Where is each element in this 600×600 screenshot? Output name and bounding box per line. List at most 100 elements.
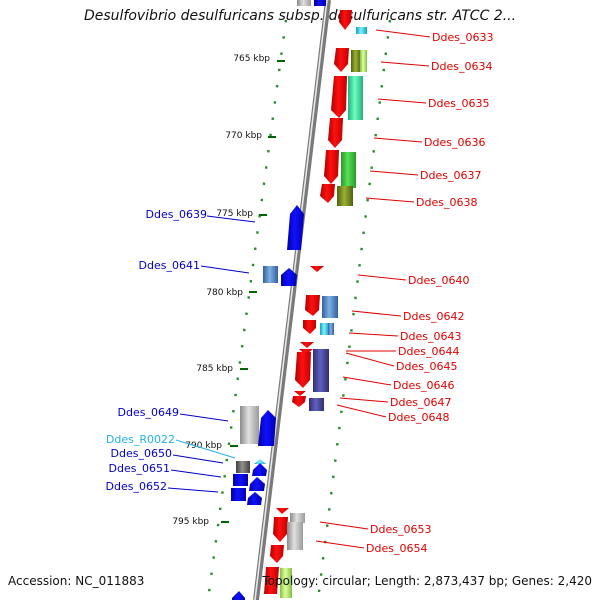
- gene-block-gray[interactable]: [290, 513, 305, 523]
- gene-label[interactable]: Ddes_R0022: [106, 433, 175, 446]
- gene-block-red[interactable]: [292, 396, 306, 407]
- gene-block-red[interactable]: [270, 545, 284, 563]
- ruler-label: 780 kbp: [206, 288, 243, 298]
- gene-label[interactable]: Ddes_0652: [106, 480, 167, 493]
- label-leader: [380, 61, 430, 67]
- gene-label[interactable]: Ddes_0648: [388, 411, 449, 424]
- gene-label[interactable]: Ddes_0651: [109, 462, 170, 475]
- gene-block-blue[interactable]: [249, 477, 265, 491]
- gene-label[interactable]: Ddes_0635: [428, 97, 489, 110]
- gene-block-red[interactable]: [339, 10, 352, 30]
- gene-label[interactable]: Ddes_0646: [393, 379, 454, 392]
- gene-block-blue[interactable]: [314, 0, 326, 6]
- gene-block-blue[interactable]: [247, 492, 262, 505]
- label-leader: [357, 274, 407, 281]
- gene-label[interactable]: Ddes_0647: [390, 396, 451, 409]
- label-leader: [170, 469, 222, 478]
- gene-label[interactable]: Ddes_0638: [416, 196, 477, 209]
- right-gene-labels: Ddes_0633 Ddes_0634 Ddes_0635 Ddes_0636 …: [315, 29, 493, 555]
- ruler-label: 775 kbp: [216, 209, 253, 219]
- genome-backbone: [253, 0, 331, 600]
- gene-block-blue[interactable]: [287, 205, 304, 250]
- label-leader: [315, 540, 365, 549]
- label-leader: [369, 170, 419, 176]
- gene-label[interactable]: Ddes_0637: [420, 169, 481, 182]
- gene-block-red[interactable]: [331, 76, 347, 118]
- gene-label[interactable]: Ddes_0636: [424, 136, 485, 149]
- ruler-label: 770 kbp: [225, 131, 262, 141]
- gene-block-red[interactable]: [310, 266, 324, 272]
- label-leader: [206, 215, 256, 223]
- gene-block-mint[interactable]: [348, 76, 363, 120]
- gene-block-steel[interactable]: [322, 296, 338, 318]
- gene-label[interactable]: Ddes_0640: [408, 274, 469, 287]
- gene-block-red[interactable]: [324, 150, 339, 184]
- gene-label[interactable]: Ddes_0643: [400, 330, 461, 343]
- ruler-label: 785 kbp: [196, 364, 233, 374]
- gene-block-red[interactable]: [334, 48, 349, 72]
- label-leader: [351, 310, 402, 317]
- gene-block-blue[interactable]: [233, 474, 248, 486]
- gene-block-cyan[interactable]: [320, 323, 329, 335]
- label-leader: [172, 454, 224, 464]
- ruler-label: 790 kbp: [185, 441, 222, 451]
- gene-block-blue[interactable]: [281, 268, 297, 286]
- gene-label[interactable]: Ddes_0639: [146, 208, 207, 221]
- label-leader: [373, 137, 423, 143]
- label-leader: [342, 376, 392, 386]
- label-leader: [179, 413, 229, 422]
- gene-label[interactable]: Ddes_0642: [403, 310, 464, 323]
- gene-block-red[interactable]: [276, 508, 289, 514]
- gene-block-red[interactable]: [294, 391, 306, 396]
- gene-block-cyan[interactable]: [356, 27, 367, 34]
- gene-block-steel[interactable]: [328, 323, 334, 335]
- gene-block-red[interactable]: [320, 184, 335, 203]
- inner-track-guide: [206, 19, 288, 600]
- gene-block-dark[interactable]: [236, 461, 250, 473]
- genome-backbone-highlight: [254, 0, 328, 600]
- gene-label[interactable]: Ddes_0644: [398, 345, 459, 358]
- gene-block-red[interactable]: [303, 320, 316, 334]
- gene-label[interactable]: Ddes_0653: [370, 523, 431, 536]
- gene-block-steel[interactable]: [263, 266, 278, 283]
- gene-block-green[interactable]: [341, 152, 356, 188]
- gene-block-gray[interactable]: [287, 522, 303, 550]
- label-leader: [175, 439, 236, 459]
- gene-label[interactable]: Ddes_0641: [139, 259, 200, 272]
- label-leader: [200, 265, 250, 274]
- gene-label[interactable]: Ddes_0633: [432, 31, 493, 44]
- gene-block-blue[interactable]: [252, 463, 267, 476]
- gene-block-blue[interactable]: [231, 488, 246, 501]
- gene-block-purple[interactable]: [313, 349, 329, 392]
- gene-block-gray[interactable]: [240, 406, 259, 444]
- ruler: 765 kbp 770 kbp 775 kbp 780 kbp 785 kbp …: [172, 54, 285, 527]
- gene-block-gray[interactable]: [297, 0, 311, 6]
- gene-block-blue[interactable]: [258, 410, 276, 446]
- gene-label[interactable]: Ddes_0634: [431, 60, 492, 73]
- gene-block-red[interactable]: [300, 342, 314, 348]
- gene-label[interactable]: Ddes_0654: [366, 542, 427, 555]
- gene-block-olive[interactable]: [337, 186, 353, 206]
- label-leader: [345, 352, 395, 367]
- ruler-label: 795 kbp: [172, 517, 209, 527]
- gene-block-red[interactable]: [273, 517, 288, 542]
- gene-block-red[interactable]: [295, 352, 311, 388]
- genome-summary: Topology: circular; Length: 2,873,437 bp…: [262, 574, 592, 588]
- gene-block-red[interactable]: [264, 567, 279, 594]
- gene-block-red[interactable]: [305, 295, 320, 316]
- gene-label[interactable]: Ddes_0650: [111, 447, 172, 460]
- gene-block-blue[interactable]: [232, 591, 245, 600]
- gene-block-lime[interactable]: [360, 50, 367, 72]
- gene-block-olive[interactable]: [351, 50, 361, 72]
- gene-block-red[interactable]: [328, 118, 343, 148]
- label-leader: [365, 197, 415, 203]
- gene-label[interactable]: Ddes_0645: [396, 360, 457, 373]
- label-leader: [348, 332, 399, 337]
- gene-block-cyan[interactable]: [254, 459, 266, 464]
- gene-block-purple[interactable]: [309, 398, 324, 411]
- gene-label[interactable]: Ddes_0649: [118, 406, 179, 419]
- gene-block-lime[interactable]: [280, 568, 292, 598]
- label-leader: [167, 487, 219, 493]
- reverse-strand-features: [231, 205, 304, 600]
